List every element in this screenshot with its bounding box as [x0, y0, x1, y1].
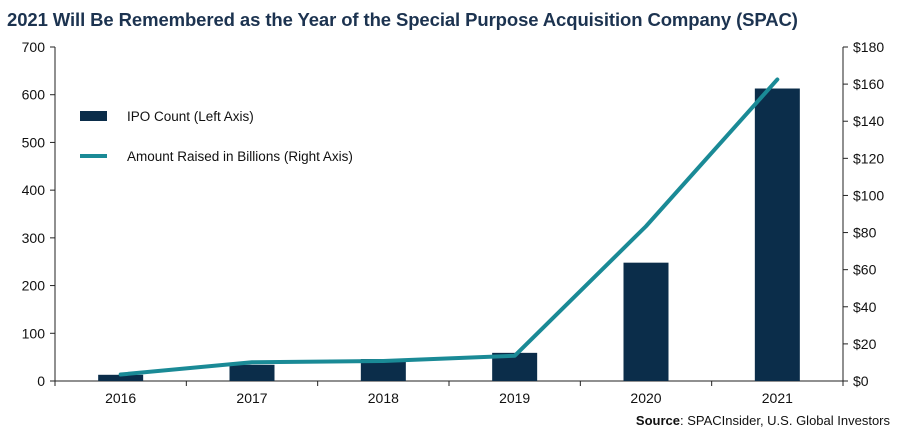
ipo-count-bar	[98, 374, 144, 381]
right-tick-label: $140	[853, 113, 884, 129]
right-tick-label: $20	[853, 336, 877, 352]
legend-label-amount-raised: Amount Raised in Billions (Right Axis)	[127, 149, 353, 164]
left-tick-label: 300	[22, 230, 46, 246]
source-label: Source	[635, 413, 680, 428]
left-tick-label: 700	[22, 39, 46, 55]
left-tick-label: 200	[22, 278, 46, 294]
ipo-count-bar	[229, 364, 275, 381]
right-tick-label: $40	[853, 299, 877, 315]
right-tick-label: $120	[853, 150, 884, 166]
right-tick-label: $100	[853, 187, 884, 203]
left-tick-label: 400	[22, 182, 46, 198]
left-tick-label: 600	[22, 87, 46, 103]
x-tick-label: 2016	[105, 390, 136, 406]
ipo-count-bar	[754, 88, 800, 382]
left-tick-label: 0	[37, 373, 45, 389]
x-tick-label: 2021	[762, 390, 793, 406]
x-tick-label: 2019	[499, 390, 530, 406]
legend-label-ipo-count: IPO Count (Left Axis)	[127, 109, 254, 124]
x-tick-label: 2020	[630, 390, 661, 406]
right-tick-label: $60	[853, 262, 877, 278]
source-note: Source: SPACInsider, U.S. Global Investo…	[636, 413, 890, 428]
x-tick-label: 2017	[236, 390, 267, 406]
amount-raised-line	[118, 77, 780, 377]
ipo-count-bar	[623, 262, 669, 381]
left-tick-label: 100	[22, 325, 46, 341]
x-tick-label: 2018	[368, 390, 399, 406]
left-tick-label: 500	[22, 134, 46, 150]
source-text: : SPACInsider, U.S. Global Investors	[679, 413, 890, 428]
chart-title: 2021 Will Be Remembered as the Year of t…	[7, 9, 798, 30]
right-tick-label: $80	[853, 225, 877, 241]
legend-swatch-ipo-count	[80, 111, 107, 121]
ipo-count-bar	[360, 359, 406, 381]
right-tick-label: $160	[853, 76, 884, 92]
right-tick-label: $0	[853, 373, 869, 389]
right-tick-label: $180	[853, 39, 884, 55]
